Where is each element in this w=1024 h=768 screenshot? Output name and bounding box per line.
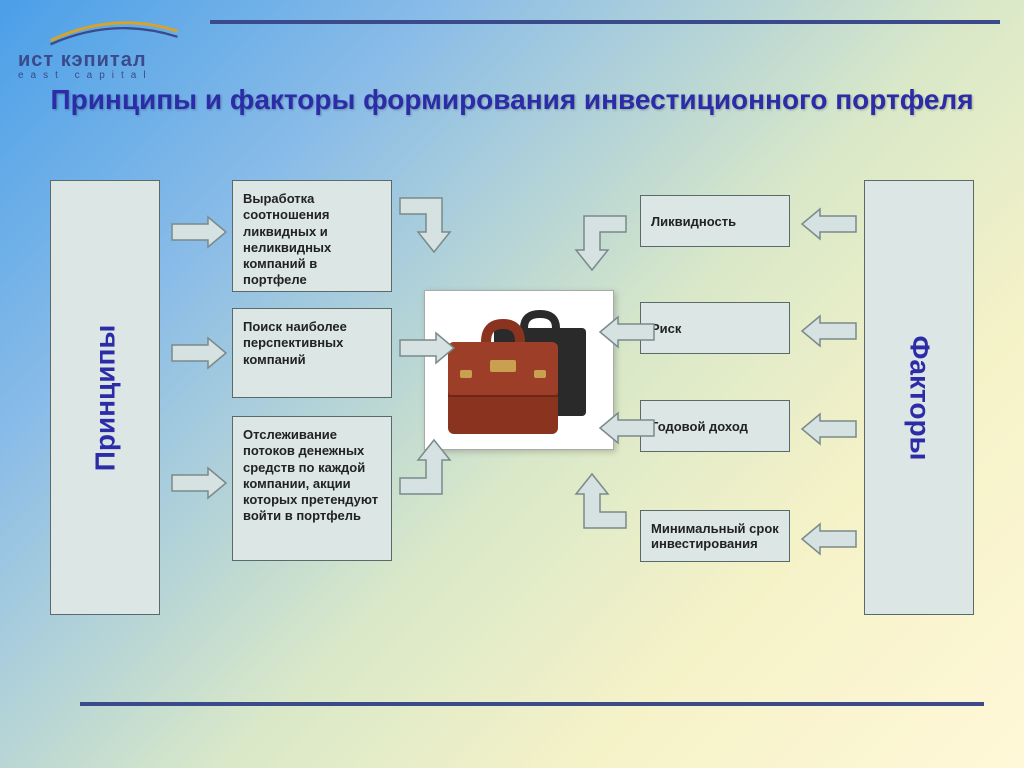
factor-box-4: Минимальный срок инвестирования xyxy=(640,510,790,562)
portfolio-briefcase xyxy=(424,290,614,450)
factors-pillar: Факторы xyxy=(864,180,974,615)
principle-box-2: Поиск наиболее перспективных компаний xyxy=(232,308,392,398)
principles-pillar: Принципы xyxy=(50,180,160,615)
arrow-pillar-to-factor-1 xyxy=(800,206,858,242)
principles-label: Принципы xyxy=(89,324,121,471)
logo-arc-icon xyxy=(44,20,184,48)
arrow-factor-1-to-center xyxy=(558,210,628,280)
arrow-factor-3-to-center xyxy=(598,410,656,446)
logo-main-text: ист кэпитал xyxy=(18,49,198,72)
arrow-factor-2-to-center xyxy=(598,314,656,350)
arrow-factor-4-to-center xyxy=(558,464,628,534)
arrow-principle-3-to-center xyxy=(398,430,468,500)
bottom-divider xyxy=(80,702,984,706)
arrow-pillar-to-factor-4 xyxy=(800,521,858,557)
principle-box-1: Выработка соотношения ликвидных и неликв… xyxy=(232,180,392,292)
arrow-pillar-to-factor-3 xyxy=(800,411,858,447)
arrow-pillar-to-principle-2 xyxy=(170,335,228,371)
factors-label: Факторы xyxy=(903,335,935,460)
briefcase-icon xyxy=(434,300,604,440)
top-divider xyxy=(210,20,1000,24)
arrow-pillar-to-principle-1 xyxy=(170,214,228,250)
logo-sub-text: east capital xyxy=(18,70,198,81)
slide-title: Принципы и факторы формирования инвестиц… xyxy=(0,82,1024,117)
arrow-principle-1-to-center xyxy=(398,192,468,262)
company-logo: ист кэпитал east capital xyxy=(18,20,198,81)
arrow-pillar-to-factor-2 xyxy=(800,313,858,349)
factor-box-1: Ликвидность xyxy=(640,195,790,247)
factor-box-2: Риск xyxy=(640,302,790,354)
arrow-principle-2-to-center xyxy=(398,330,456,366)
principle-box-3: Отслеживание потоков денежных средств по… xyxy=(232,416,392,561)
factor-box-3: Годовой доход xyxy=(640,400,790,452)
arrow-pillar-to-principle-3 xyxy=(170,465,228,501)
